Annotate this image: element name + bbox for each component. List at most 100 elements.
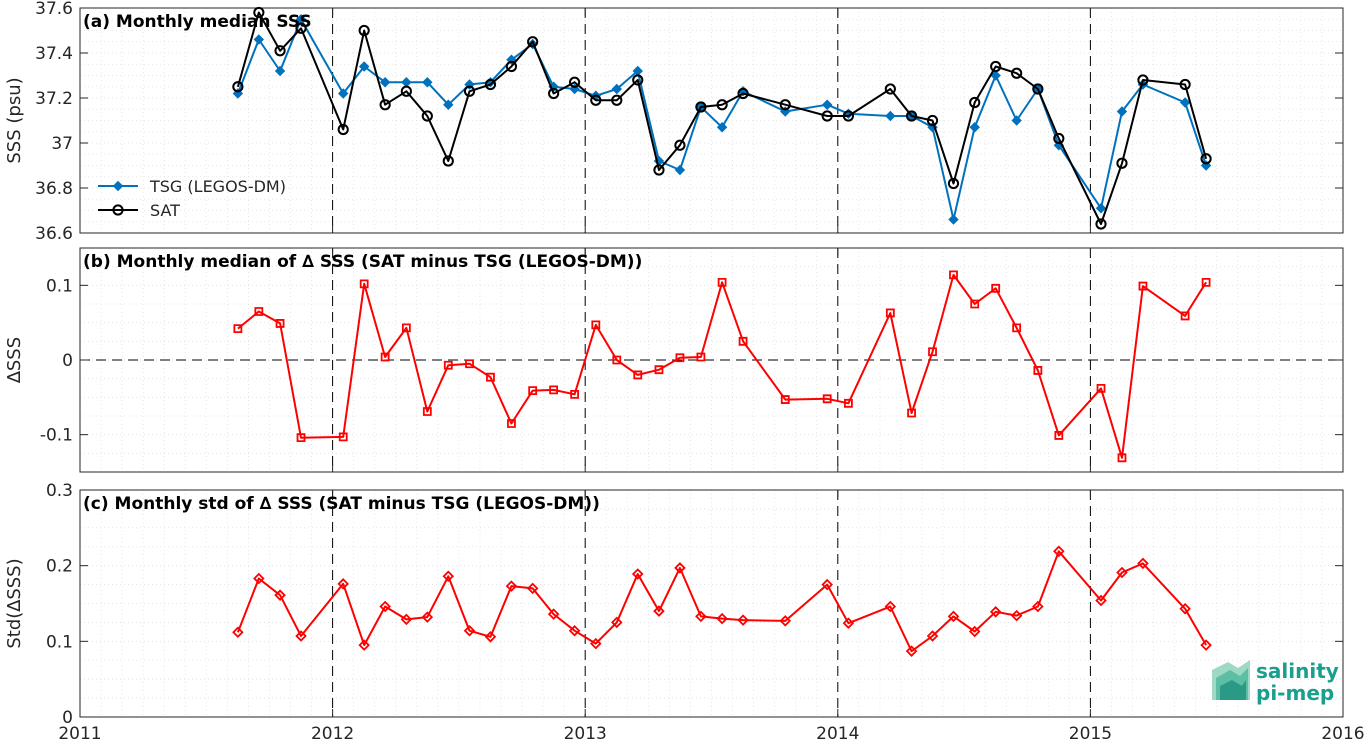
series-1-point-21 xyxy=(695,101,707,113)
series-0-point-25 xyxy=(821,99,833,110)
series-0-point-3 xyxy=(295,630,307,642)
series-0-point-1 xyxy=(254,307,264,316)
series-0-point-33 xyxy=(1010,609,1023,622)
series-0-point-37 xyxy=(1116,106,1128,117)
series-1-point-25 xyxy=(821,110,833,122)
series-0-point-36 xyxy=(1096,383,1106,393)
series-delta xyxy=(232,545,1212,657)
series-1-point-39 xyxy=(1179,78,1191,91)
series-1-point-36 xyxy=(1095,218,1107,230)
legend-label: TSG (LEGOS-DM) xyxy=(149,177,286,196)
series-0-point-38 xyxy=(1138,281,1148,291)
y-tick-label: 0.1 xyxy=(46,632,73,652)
series-1-point-32 xyxy=(990,60,1002,73)
y-tick-label: 36.8 xyxy=(35,179,73,199)
series-0-point-31 xyxy=(970,299,980,309)
series-0-point-31 xyxy=(968,625,981,638)
series-0-point-40 xyxy=(1200,639,1212,651)
series-0-point-34 xyxy=(1032,600,1044,613)
series-0-point-3 xyxy=(296,433,306,443)
series-1-point-35 xyxy=(1053,132,1065,145)
series-0-point-9 xyxy=(442,570,455,583)
series-line xyxy=(236,11,1208,225)
series-0-point-25 xyxy=(822,394,832,404)
legend-marker-1-point-0 xyxy=(112,204,124,216)
series-delta xyxy=(233,270,1211,463)
x-tick-label: 2013 xyxy=(564,724,607,744)
series-1-point-20 xyxy=(674,139,686,151)
series-1-point-40 xyxy=(1200,153,1212,165)
series-0-point-26 xyxy=(844,398,853,408)
series-1-point-16 xyxy=(590,94,602,106)
series-line xyxy=(237,273,1207,459)
series-1-point-12 xyxy=(505,60,518,73)
series-0-point-17 xyxy=(611,616,623,629)
series-1-point-24 xyxy=(779,99,791,111)
series-1-point-34 xyxy=(1032,83,1044,95)
legend-marker-0-point-0 xyxy=(112,180,124,192)
series-1-point-27 xyxy=(884,83,896,95)
y-tick-label: 37 xyxy=(51,134,73,154)
series-1-point-29 xyxy=(926,114,939,127)
series-0-point-16 xyxy=(591,320,601,330)
series-sat xyxy=(232,6,1212,230)
series-0-point-8 xyxy=(421,611,434,623)
y-tick-label: 37.6 xyxy=(35,0,73,19)
series-0-point-25 xyxy=(821,578,833,591)
series-0-point-27 xyxy=(885,110,896,122)
panel-a: 36.6 36.8 37 37.2 37.4 37.6 SSS (psu) (a) Month… xyxy=(4,0,1344,244)
series-0-point-30 xyxy=(949,270,958,280)
series-0-point-20 xyxy=(675,353,685,363)
series-0-point-2 xyxy=(274,589,286,601)
series-0-point-10 xyxy=(465,359,474,369)
series-1-point-4 xyxy=(337,123,349,136)
series-0-point-6 xyxy=(380,352,390,362)
panel-title: (b) Monthly median of ∆ SSS (SAT minus T… xyxy=(83,252,642,272)
series-0-point-6 xyxy=(379,77,391,88)
panel-c: 0 0.1 0.2 0.3 2011 2012 2013 2014 2015 2016 Std(∆S… xyxy=(4,481,1365,744)
series-0-point-30 xyxy=(947,610,960,623)
series-1-point-3 xyxy=(295,22,307,34)
x-tick-label: 2016 xyxy=(1321,724,1364,744)
y-tick-label: 36.6 xyxy=(35,224,73,244)
series-0-point-2 xyxy=(275,319,285,328)
series-0-point-2 xyxy=(274,65,286,77)
series-0-point-0 xyxy=(232,626,244,639)
series-1-point-1 xyxy=(253,6,265,19)
series-1-point-15 xyxy=(568,76,581,88)
series-0-point-20 xyxy=(674,164,686,176)
y-tick-label: 0.1 xyxy=(46,276,73,296)
series-0-point-5 xyxy=(358,639,370,651)
series-0-point-33 xyxy=(1012,323,1022,333)
series-0-point-19 xyxy=(654,365,664,375)
series-0-point-35 xyxy=(1054,431,1064,440)
series-0-point-39 xyxy=(1180,311,1190,321)
y-tick-label: 0 xyxy=(62,708,73,728)
series-0-point-36 xyxy=(1095,594,1107,607)
series-line xyxy=(236,550,1207,653)
y-axis-label: ∆SSS xyxy=(4,337,25,384)
series-0-point-32 xyxy=(990,70,1001,81)
series-1-point-26 xyxy=(842,110,855,122)
series-1-point-38 xyxy=(1137,74,1149,86)
x-tick-label: 2014 xyxy=(816,724,859,744)
series-0-point-34 xyxy=(1033,366,1043,375)
y-tick-label: 0.3 xyxy=(46,481,73,501)
series-0-point-23 xyxy=(737,614,749,626)
series-0-point-37 xyxy=(1117,453,1127,463)
series-0-point-4 xyxy=(338,432,348,442)
series-0-point-29 xyxy=(928,347,937,357)
series-1-point-0 xyxy=(232,81,244,93)
series-1-point-6 xyxy=(379,99,391,111)
y-axis-label: Std(∆SSS) xyxy=(4,558,25,648)
series-1-point-8 xyxy=(421,110,433,122)
series-1-point-13 xyxy=(527,36,539,48)
series-0-point-10 xyxy=(463,624,476,637)
series-0-point-36 xyxy=(1095,203,1107,214)
x-tick-label: 2012 xyxy=(311,724,354,744)
x-tick-label: 2011 xyxy=(58,724,101,744)
series-0-point-32 xyxy=(989,606,1002,618)
